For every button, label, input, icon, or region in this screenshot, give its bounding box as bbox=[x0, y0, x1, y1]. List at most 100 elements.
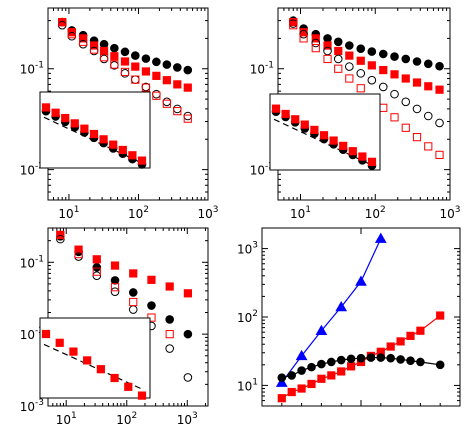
tick-base: 10 bbox=[177, 413, 192, 427]
data-point bbox=[165, 282, 174, 291]
data-point bbox=[51, 108, 60, 117]
data-point bbox=[396, 337, 405, 346]
data-point bbox=[378, 49, 388, 59]
tick-exponent: 2 bbox=[143, 205, 149, 215]
data-point bbox=[367, 47, 377, 56]
data-point bbox=[162, 60, 172, 69]
tick-exponent: 3 bbox=[455, 205, 461, 215]
data-point bbox=[327, 357, 336, 367]
data-point bbox=[124, 382, 133, 391]
data-point bbox=[110, 276, 120, 285]
tick-base: 10 bbox=[20, 256, 35, 270]
data-point bbox=[367, 61, 376, 70]
inset bbox=[39, 91, 151, 169]
tick-base: 10 bbox=[290, 207, 305, 221]
tick-base: 10 bbox=[237, 311, 252, 325]
data-point bbox=[129, 297, 138, 307]
data-point bbox=[120, 57, 130, 66]
y-tick-label: 10-1 bbox=[20, 61, 44, 77]
data-point bbox=[120, 47, 130, 57]
data-point bbox=[287, 387, 296, 397]
data-point bbox=[412, 133, 422, 142]
x-tick-label: 102 bbox=[128, 205, 149, 221]
tick-base: 10 bbox=[20, 400, 35, 414]
data-point bbox=[345, 51, 354, 60]
data-point bbox=[356, 44, 366, 53]
data-point bbox=[118, 145, 127, 155]
data-point bbox=[401, 123, 410, 132]
plot-frame bbox=[47, 227, 209, 407]
data-point bbox=[307, 379, 316, 389]
data-point bbox=[173, 80, 182, 89]
tick-base: 10 bbox=[20, 164, 35, 178]
data-series bbox=[56, 231, 193, 339]
data-point bbox=[67, 30, 76, 39]
data-point bbox=[109, 140, 118, 149]
tick-exponent: -1 bbox=[35, 61, 44, 71]
tick-exponent: -1 bbox=[35, 254, 44, 264]
tick-base: 10 bbox=[20, 328, 35, 342]
data-point bbox=[323, 34, 332, 43]
x-tick-label: 101 bbox=[56, 411, 77, 427]
data-point bbox=[379, 103, 388, 112]
data-point bbox=[379, 65, 388, 75]
data-series bbox=[289, 21, 444, 159]
data-series bbox=[289, 17, 444, 94]
x-tick-label: 103 bbox=[439, 205, 460, 221]
data-point bbox=[110, 261, 120, 270]
data-point bbox=[401, 54, 411, 64]
data-point bbox=[120, 67, 130, 77]
data-point bbox=[297, 366, 306, 375]
data-point bbox=[416, 326, 425, 335]
data-point bbox=[281, 109, 290, 119]
data-point bbox=[183, 114, 192, 123]
data-point bbox=[299, 34, 308, 43]
inset-dashed-line bbox=[43, 343, 145, 391]
data-point bbox=[334, 46, 343, 56]
data-point bbox=[376, 353, 386, 362]
tick-exponent: -1 bbox=[265, 61, 274, 71]
data-point bbox=[401, 74, 410, 83]
data-point bbox=[162, 76, 171, 85]
tick-exponent: -3 bbox=[35, 398, 44, 408]
tick-base: 10 bbox=[250, 63, 265, 77]
tick-exponent: 2 bbox=[132, 411, 138, 421]
data-point bbox=[423, 59, 433, 69]
data-point bbox=[374, 232, 387, 243]
data-point bbox=[356, 353, 366, 363]
tick-base: 10 bbox=[116, 413, 131, 427]
data-point bbox=[69, 347, 78, 356]
data-point bbox=[333, 54, 343, 64]
data-point bbox=[311, 34, 320, 43]
data-point bbox=[173, 104, 182, 114]
x-tick-label: 103 bbox=[197, 205, 218, 221]
data-point bbox=[96, 365, 105, 374]
tick-base: 10 bbox=[250, 164, 265, 178]
y-tick-label: 103 bbox=[237, 241, 258, 257]
data-point bbox=[311, 44, 320, 53]
data-point bbox=[335, 300, 348, 312]
data-point bbox=[329, 136, 338, 145]
data-point bbox=[435, 85, 444, 94]
data-point bbox=[275, 376, 288, 387]
tick-exponent: 1 bbox=[71, 411, 77, 421]
data-point bbox=[110, 373, 119, 383]
data-point bbox=[183, 111, 193, 121]
data-point bbox=[334, 64, 343, 73]
data-point bbox=[183, 329, 193, 339]
data-point bbox=[92, 267, 101, 276]
tick-exponent: 1 bbox=[305, 205, 311, 215]
data-point bbox=[56, 234, 65, 244]
data-point bbox=[61, 113, 70, 123]
data-point bbox=[165, 344, 174, 353]
data-point bbox=[83, 356, 92, 365]
tick-base: 10 bbox=[439, 207, 454, 221]
data-point bbox=[307, 362, 316, 372]
data-point bbox=[183, 289, 192, 298]
y-tick-label: 101 bbox=[237, 377, 258, 393]
data-point bbox=[319, 131, 329, 140]
data-point bbox=[165, 315, 174, 324]
data-point bbox=[137, 156, 147, 165]
data-series bbox=[56, 230, 192, 298]
